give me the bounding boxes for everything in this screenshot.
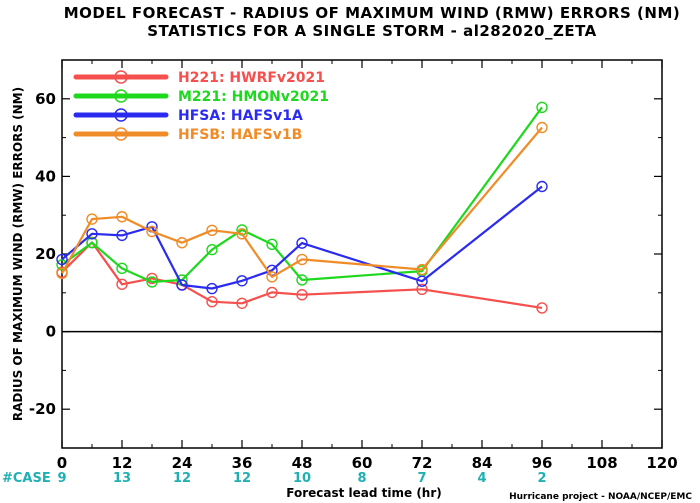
data-point-h221: [236, 297, 248, 309]
data-point-hfsb: [116, 211, 128, 223]
series-layer: [56, 101, 548, 314]
x-tick-label: 84: [472, 454, 493, 472]
y-tick-label: 0: [46, 323, 56, 341]
y-axis-label: RADIUS OF MAXIMUM WIND (RMW) ERRORS (NM): [11, 87, 25, 421]
data-point-h221: [536, 302, 548, 314]
case-count: 2: [537, 471, 546, 486]
x-tick-label: 96: [532, 454, 553, 472]
data-point-m221: [266, 238, 278, 251]
plot-frame: [61, 59, 663, 449]
data-point-hfsa: [116, 229, 128, 242]
data-point-m221: [536, 101, 548, 114]
data-point-hfsa: [56, 253, 68, 266]
data-point-hfsa: [176, 279, 188, 291]
legend-label-h221: H221: HWRFv2021: [178, 70, 325, 86]
legend-label-hfsa: HFSA: HAFSv1A: [178, 108, 303, 124]
data-point-hfsb: [416, 263, 428, 276]
series-line-hfsa: [61, 185, 543, 290]
data-point-hfsb: [266, 271, 278, 283]
data-point-h221: [266, 286, 278, 299]
data-point-hfsb: [146, 225, 158, 238]
y-tick-label: 60: [35, 90, 56, 108]
case-count: 13: [113, 471, 131, 486]
data-point-h221: [296, 289, 308, 301]
data-point-m221: [86, 237, 98, 249]
y-tick-label: -20: [29, 400, 56, 418]
series-line-m221: [61, 106, 543, 283]
data-point-hfsb: [236, 228, 248, 240]
chart-subtitle: STATISTICS FOR A SINGLE STORM - al282020…: [147, 22, 597, 40]
x-tick-label: 72: [412, 454, 433, 472]
data-point-m221: [206, 244, 218, 256]
case-count: 7: [417, 471, 426, 486]
data-point-hfsb: [206, 224, 218, 237]
x-tick-label: 48: [292, 454, 313, 472]
data-point-hfsa: [296, 237, 308, 249]
x-tick-label: 36: [232, 454, 253, 472]
legend-label-m221: M221: HMONv2021: [178, 89, 329, 105]
chart-title: MODEL FORECAST - RADIUS OF MAXIMUM WIND …: [64, 4, 681, 22]
series-line-hfsb: [61, 126, 543, 278]
data-point-hfsa: [206, 282, 218, 295]
case-count: 4: [477, 471, 486, 486]
case-count-row: #CASE 9 13 12 12 10 8 7 4 2: [2, 471, 547, 486]
x-tick-label: 24: [172, 454, 193, 472]
data-point-hfsa: [536, 180, 548, 193]
x-tick-label: 60: [352, 454, 373, 472]
data-point-hfsb: [56, 267, 68, 280]
data-point-h221: [116, 278, 128, 290]
data-point-h221: [206, 296, 218, 308]
data-point-hfsa: [236, 275, 248, 287]
data-point-m221: [146, 276, 158, 288]
tick-layer: 0 12 24 36 48 60 72 84 96 108 120 60 40 20 0 -20: [29, 59, 678, 472]
case-count: 12: [233, 471, 251, 486]
x-tick-label: 108: [586, 454, 617, 472]
series-line-h221: [61, 241, 543, 309]
data-point-hfsa: [86, 228, 98, 240]
legend-marker-h221: [114, 70, 128, 84]
case-count: 9: [57, 471, 66, 486]
data-point-hfsb: [296, 253, 308, 266]
data-point-hfsa: [416, 275, 428, 287]
data-point-hfsb: [176, 237, 188, 249]
case-count: 10: [293, 471, 311, 486]
case-count: 12: [173, 471, 191, 486]
case-count: 8: [357, 471, 366, 486]
data-point-hfsb: [86, 213, 98, 225]
legend-marker-m221: [114, 89, 128, 103]
y-tick-label: 20: [35, 245, 56, 263]
case-row-label: #CASE: [2, 471, 51, 486]
legend-marker-hfsb: [114, 127, 128, 141]
data-point-h221: [416, 283, 428, 296]
x-tick-label: 120: [646, 454, 677, 472]
legend: H221: HWRFv2021 M221: HMONv2021 HFSA: HAFS…: [73, 70, 329, 143]
data-point-m221: [296, 274, 308, 286]
data-point-hfsb: [536, 121, 548, 134]
credit-text: Hurricane project - NOAA/NCEP/EMC: [509, 492, 692, 502]
legend-marker-hfsa: [114, 108, 128, 122]
y-tick-label: 40: [35, 167, 56, 185]
legend-label-hfsb: HFSB: HAFSv1B: [178, 127, 302, 143]
x-tick-label: 12: [112, 454, 133, 472]
x-tick-label: 0: [57, 454, 67, 472]
data-point-m221: [116, 262, 128, 275]
x-axis-label: Forecast lead time (hr): [286, 486, 442, 500]
